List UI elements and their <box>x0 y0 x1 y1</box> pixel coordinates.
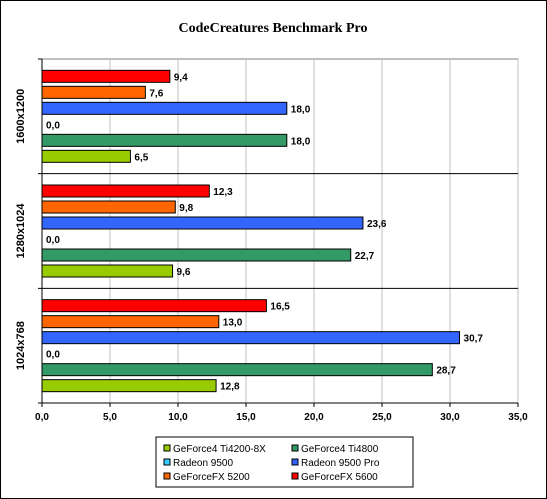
plot-background <box>41 58 519 404</box>
bar <box>41 315 220 329</box>
bar <box>41 216 364 230</box>
data-label: 18,0 <box>291 136 311 147</box>
bar <box>41 69 171 83</box>
data-label: 30,7 <box>464 334 484 345</box>
data-label: 0,0 <box>46 235 60 246</box>
bar <box>41 85 146 99</box>
data-label: 16,5 <box>270 302 290 313</box>
data-label: 13,0 <box>223 318 243 329</box>
data-label: 0,0 <box>46 120 60 131</box>
x-tick-label: 0,0 <box>35 412 49 423</box>
data-label: 0,0 <box>46 350 60 361</box>
bar <box>41 363 433 377</box>
x-tick-label: 20,0 <box>304 412 324 423</box>
legend: GeForce4 Ti4200-8X GeForce4 Ti4800 Radeon … <box>155 436 414 488</box>
data-label: 6,5 <box>134 152 148 163</box>
x-tick-label: 5,0 <box>103 412 117 423</box>
legend-label: GeForce4 Ti4200-8X <box>173 444 266 455</box>
bar <box>41 331 461 345</box>
data-label: 9,4 <box>174 72 188 83</box>
chart-title: CodeCreatures Benchmark Pro <box>179 21 368 36</box>
data-label: 12,8 <box>220 382 240 393</box>
legend-swatch <box>291 444 299 452</box>
legend-label: GeForceFX 5200 <box>173 472 250 483</box>
x-tick-label: 15,0 <box>236 412 256 423</box>
data-label: 18,0 <box>291 104 311 115</box>
data-label: 7,6 <box>149 88 163 99</box>
data-label: 23,6 <box>367 219 387 230</box>
category-label: 1024x768 <box>15 321 27 370</box>
legend-swatch <box>291 472 299 480</box>
legend-swatch <box>163 444 171 452</box>
data-label: 9,6 <box>177 267 191 278</box>
bar <box>41 299 267 313</box>
legend-label: Radeon 9500 <box>173 458 233 469</box>
category-label: 1280x1024 <box>15 203 27 259</box>
legend-label: Radeon 9500 Pro <box>301 458 380 469</box>
legend-label: GeForceFX 5600 <box>301 472 378 483</box>
data-label: 9,8 <box>179 203 193 214</box>
legend-swatch <box>291 458 299 466</box>
bar <box>41 133 288 147</box>
legend-box <box>155 436 414 488</box>
bar <box>41 379 217 393</box>
x-tick-label: 25,0 <box>372 412 392 423</box>
data-label: 12,3 <box>213 187 233 198</box>
bar <box>41 200 176 214</box>
grid-lines <box>109 59 519 403</box>
legend-label: GeForce4 Ti4800 <box>301 444 379 455</box>
axes: 0,0 5,0 10,0 15,0 20,0 25,0 30,0 35,0 1600x1200 1… <box>15 58 528 423</box>
plot-area <box>41 58 519 404</box>
bar <box>41 149 131 163</box>
bar <box>41 248 352 262</box>
data-label: 22,7 <box>355 251 375 262</box>
x-tick-label: 30,0 <box>440 412 460 423</box>
bar <box>41 184 210 198</box>
bar <box>41 101 288 115</box>
bar <box>41 264 174 278</box>
x-tick-label: 10,0 <box>168 412 188 423</box>
legend-swatch <box>163 472 171 480</box>
data-label: 28,7 <box>436 366 456 377</box>
category-label: 1600x1200 <box>15 89 27 144</box>
legend-swatch <box>163 458 171 466</box>
x-tick-label: 35,0 <box>508 412 528 423</box>
